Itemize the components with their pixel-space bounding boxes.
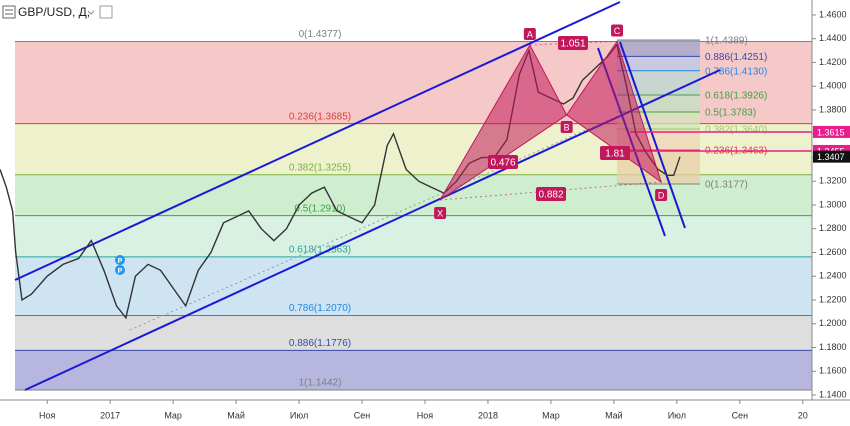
x-tick-label: Ноя [39,410,56,420]
fib-label: 1(1.4389) [705,36,748,47]
fib-label: 0.786(1.4130) [705,66,767,77]
x-tick-label: Июл [290,410,308,420]
fib-label: 0.886(1.1776) [289,338,351,349]
y-tick-label: 1.2400 [819,271,847,281]
y-tick-label: 1.4200 [819,57,847,67]
y-tick-label: 1.4400 [819,33,847,43]
y-tick-label: 1.2600 [819,247,847,257]
fib-label: 0(1.3177) [705,180,748,191]
y-tick-label: 1.3200 [819,176,847,186]
fib-label: 0.5(1.3783) [705,108,756,119]
event-marker [115,255,125,265]
fib-band [15,215,812,257]
price-mark-label: 1.3615 [817,127,845,137]
dropdown-icon[interactable] [87,10,95,15]
y-tick-label: 1.4000 [819,81,847,91]
pattern-point-label: C [614,26,621,36]
x-tick-label: 2018 [478,410,498,420]
y-tick-label: 1.2800 [819,223,847,233]
y-tick-label: 1.3800 [819,104,847,114]
fib-label: 0.5(1.2910) [294,203,345,214]
fib-band [617,40,700,57]
event-marker-label: P [118,258,123,265]
y-tick-label: 1.1400 [819,389,847,399]
price-line [0,43,681,320]
fib-band [15,350,812,391]
ratio-label: 0.476 [490,158,515,169]
y-tick-label: 1.1800 [819,342,847,352]
ratio-label: 1.051 [560,39,585,50]
fib-label: 0.886(1.4251) [705,52,767,63]
ratio-label: 0.882 [538,190,563,201]
x-tick-label: Мар [164,410,182,420]
pattern-point-label: B [564,122,570,132]
dotted-trend [129,79,701,331]
settings-icon[interactable] [99,5,113,19]
event-marker-label: P [118,268,123,275]
ratio-box [600,146,630,160]
fib-label: 0.618(1.2563) [289,245,351,256]
axes: 1.46001.44001.42001.40001.38001.36001.34… [39,9,850,420]
y-tick-label: 1.3000 [819,199,847,209]
down-channel-right [619,41,686,229]
x-tick-label: Сен [732,410,749,420]
x-tick-label: 20 [798,410,808,420]
fib-label: 1(1.1442) [299,378,342,389]
pattern-point-box [560,120,573,133]
price-mark-box [813,125,850,138]
pattern-point-box [655,188,668,201]
fib-band [15,256,812,316]
fib-band [617,56,700,71]
x-tick-label: 2017 [100,410,120,420]
ratio-label: 1.81 [605,149,625,160]
pattern-point-box [611,24,624,37]
fib-bands: 0(1.4377) 0.236(1.3685) 0.382(1.3255) 0.5(1… [15,29,812,391]
symbol-title: GBP/USD, Д, [18,5,90,19]
fib-label: 0.236(1.3685) [289,111,351,122]
pattern-point-label: X [437,208,443,218]
fib-label: 0.382(1.3255) [289,162,351,173]
price-mark-label: 1.3407 [817,152,845,162]
x-tick-label: Май [227,410,245,420]
pattern-point-box [523,28,536,41]
pattern-point-label: A [527,29,533,39]
pattern-point-box [434,207,447,219]
fib-label: 0.786(1.2070) [289,303,351,314]
fib-label: 0.382(1.3640) [705,125,767,136]
x-tick-label: Июл [668,410,686,420]
menu-icon[interactable] [2,5,16,19]
fib-band [15,315,812,351]
x-tick-label: Сен [354,410,371,420]
header: GBP/USD, Д, [2,5,113,19]
y-tick-label: 1.2000 [819,318,847,328]
y-tick-label: 1.1600 [819,366,847,376]
fib-label: 0(1.4377) [299,29,342,40]
x-tick-label: Мар [542,410,560,420]
x-tick-label: Ноя [417,410,434,420]
fib-label: 0.618(1.3926) [705,91,767,102]
ratio-box [558,36,588,50]
price-mark-box [813,150,850,163]
pattern-point-label: D [658,190,665,200]
x-tick-label: Май [605,410,623,420]
channel-upper [14,1,621,281]
plot: X A B C D 1.051 0.476 0.882 1.81 PP [0,24,812,320]
y-tick-label: 1.4600 [819,9,847,19]
event-marker [115,265,125,275]
y-tick-label: 1.2200 [819,294,847,304]
ratio-box [488,155,518,169]
ratio-box [536,187,566,201]
